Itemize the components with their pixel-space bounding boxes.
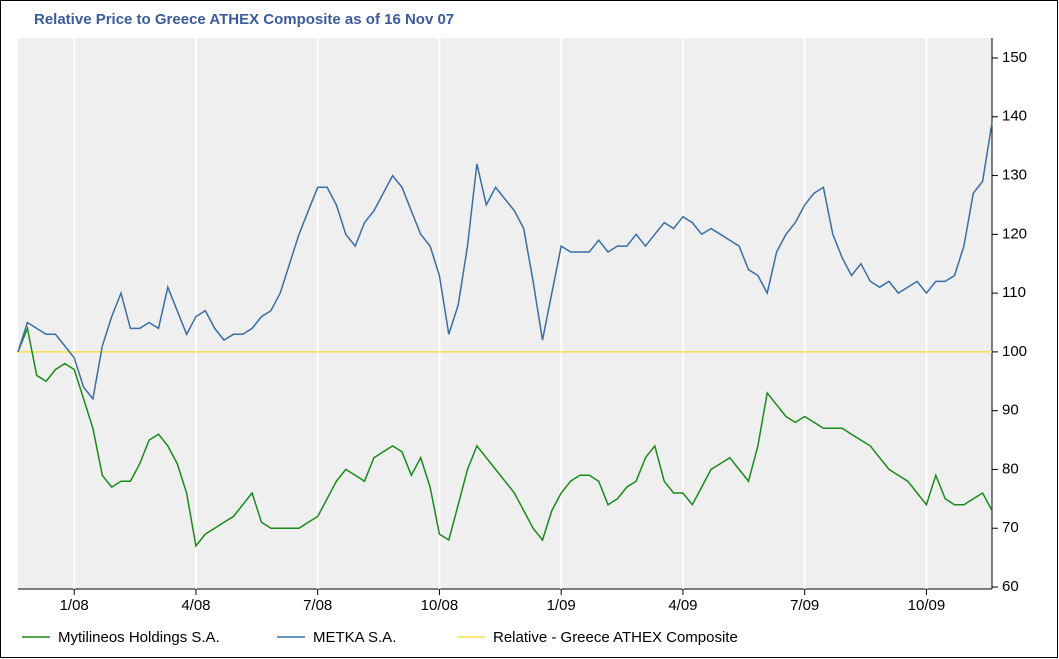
series-line [17, 325, 993, 548]
y-tick-label: 90 [1002, 402, 1019, 419]
y-tick-label: 100 [1002, 343, 1027, 360]
y-tick-label: 150 [1002, 49, 1027, 66]
legend-label: Mytilineos Holdings S.A. [58, 629, 220, 646]
y-tick-label: 120 [1002, 225, 1027, 242]
x-tick-label: 7/09 [790, 597, 819, 614]
chart-title: Relative Price to Greece ATHEX Composite… [34, 11, 454, 28]
y-tick-label: 70 [1002, 519, 1019, 536]
x-tick-label: 7/08 [303, 597, 332, 614]
y-tick-label: 80 [1002, 460, 1019, 477]
x-tick-label: 1/08 [60, 597, 89, 614]
legend-label: METKA S.A. [313, 629, 396, 646]
x-tick-label: 1/09 [547, 597, 576, 614]
plot-area [18, 38, 992, 589]
y-tick-label: 110 [1002, 284, 1026, 301]
y-tick-label: 130 [1002, 167, 1027, 184]
series-line [17, 122, 993, 401]
legend-label: Relative - Greece ATHEX Composite [493, 629, 738, 646]
y-tick-label: 60 [1002, 578, 1019, 595]
x-tick-label: 4/09 [668, 597, 697, 614]
x-tick-label: 4/08 [181, 597, 210, 614]
x-tick-label: 10/09 [908, 597, 946, 614]
y-tick-label: 140 [1002, 108, 1027, 125]
x-tick-label: 10/08 [421, 597, 459, 614]
